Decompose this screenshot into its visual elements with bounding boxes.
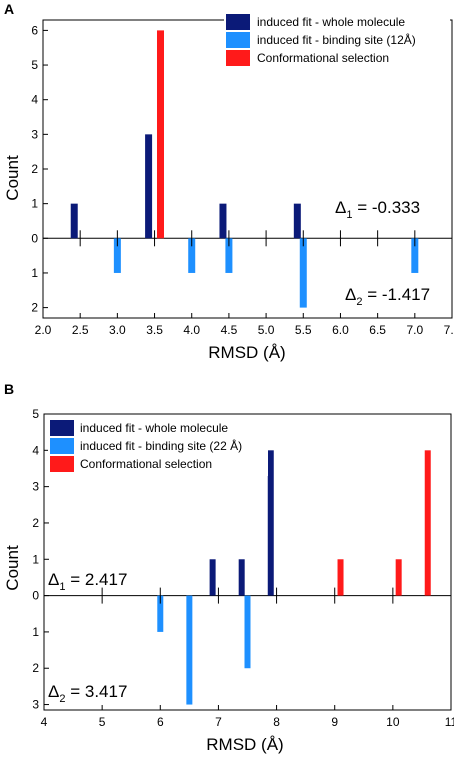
- legend-swatch: [226, 50, 250, 66]
- legend-swatch: [226, 32, 250, 48]
- x-tick-label: 6.0: [332, 323, 349, 337]
- bar: [395, 559, 402, 596]
- legend-entry: induced fit - whole molecule: [257, 15, 405, 29]
- legend-entry: induced fit - binding site (22 Å): [80, 438, 242, 453]
- x-tick-label: 2.0: [35, 323, 52, 337]
- bar: [238, 559, 245, 596]
- bar: [299, 238, 307, 308]
- y-tick-label: 5: [31, 58, 38, 72]
- plot-frame: [43, 413, 452, 711]
- x-tick-label: 7.0: [406, 323, 423, 337]
- x-tick-label: 10: [386, 715, 400, 729]
- y-tick-label: 0: [32, 589, 39, 603]
- bar: [209, 559, 216, 596]
- x-tick-label: 7.5: [444, 323, 454, 337]
- legend-swatch: [50, 420, 74, 436]
- y-tick-label: 0: [31, 231, 38, 245]
- panel-label: B: [4, 381, 14, 397]
- bar: [219, 203, 227, 239]
- panel-label: A: [4, 1, 14, 17]
- bar: [267, 450, 274, 596]
- bar: [411, 238, 419, 273]
- bar: [293, 203, 301, 239]
- y-tick-label: 2: [32, 661, 39, 675]
- y-tick-label: 4: [31, 93, 38, 107]
- y-tick-label: 2: [31, 301, 38, 315]
- x-tick-label: 4.5: [221, 323, 238, 337]
- legend-swatch: [226, 14, 250, 30]
- x-tick-label: 4.0: [183, 323, 200, 337]
- legend-background: [224, 12, 450, 72]
- bar: [225, 238, 233, 273]
- y-tick-label: 1: [31, 197, 38, 211]
- legend-entry: induced fit - whole molecule: [80, 421, 228, 435]
- x-tick-label: 2.5: [72, 323, 89, 337]
- x-tick-label: 3.0: [109, 323, 126, 337]
- legend: induced fit - whole molecule induced fit …: [224, 12, 450, 72]
- x-axis-title: RMSD (Å): [208, 343, 285, 362]
- bar: [157, 595, 164, 632]
- y-tick-label: 2: [31, 162, 38, 176]
- y-tick-label: 2: [32, 516, 39, 530]
- plot-area: 2.0 2.5 3.0 3.5 4.0 4.5 5.0 5.5 6.0 6.5 7.0 7.5 6 5 4 3…: [31, 19, 454, 337]
- x-tick-label: 4: [41, 715, 48, 729]
- x-tick-label: 6.5: [369, 323, 386, 337]
- y-tick-label: 1: [32, 625, 39, 639]
- y-tick-label: 3: [32, 698, 39, 712]
- bar: [424, 450, 431, 596]
- y-tick-label: 6: [31, 23, 38, 37]
- bar: [188, 238, 196, 273]
- delta-1-annotation: Δ1 = -0.333: [335, 198, 420, 221]
- legend-swatch: [50, 438, 74, 454]
- bar: [70, 203, 78, 239]
- x-tick-label: 3.5: [146, 323, 163, 337]
- legend: induced fit - whole molecule induced fit …: [48, 418, 268, 476]
- x-axis-title: RMSD (Å): [206, 735, 283, 754]
- y-tick-label: 3: [32, 480, 39, 494]
- legend-entry: Conformational selection: [257, 51, 389, 65]
- x-tick-label: 11: [445, 715, 454, 729]
- bar: [337, 559, 344, 596]
- bar: [186, 595, 193, 705]
- x-tick-label: 9: [331, 715, 338, 729]
- legend-entry: induced fit - binding site (12Å): [257, 32, 416, 47]
- x-tick-label: 5.5: [295, 323, 312, 337]
- delta-1-annotation: Δ1 = 2.417: [48, 570, 127, 593]
- x-tick-label: 8: [273, 715, 280, 729]
- panel-a: A Count RMSD (Å) 2.0 2.5 3.0 3.5 4.0 4.5 5.0 5.…: [3, 1, 454, 362]
- x-tick-label: 6: [157, 715, 164, 729]
- x-tick-label: 7: [215, 715, 222, 729]
- delta-2-annotation: Δ2 = 3.417: [48, 682, 127, 705]
- y-tick-label: 5: [32, 407, 39, 421]
- legend-background: [48, 418, 268, 476]
- bar: [244, 595, 251, 669]
- x-tick-label: 5.0: [258, 323, 275, 337]
- y-tick-label: 4: [32, 443, 39, 457]
- y-tick-label: 1: [31, 266, 38, 280]
- x-tick-label: 5: [99, 715, 106, 729]
- y-tick-label: 3: [31, 127, 38, 141]
- legend-swatch: [50, 456, 74, 472]
- bar: [145, 134, 153, 239]
- y-axis-title: Count: [3, 155, 22, 201]
- y-tick-label: 1: [32, 552, 39, 566]
- bar: [156, 30, 164, 239]
- delta-2-annotation: Δ2 = -1.417: [345, 285, 430, 308]
- legend-entry: Conformational selection: [80, 457, 212, 471]
- bar: [113, 238, 121, 273]
- y-axis-title: Count: [3, 545, 22, 591]
